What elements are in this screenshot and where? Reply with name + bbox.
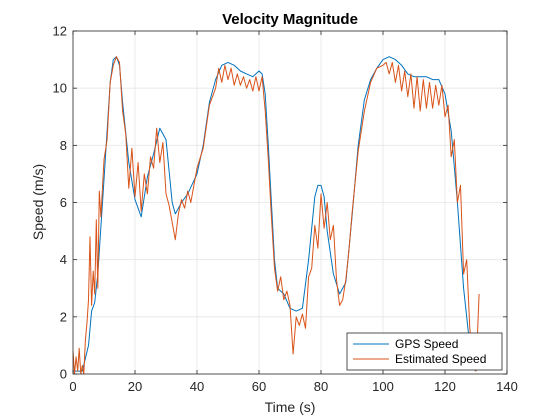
x-tick-label: 140 (496, 379, 518, 394)
grid (73, 31, 507, 374)
x-tick-label: 120 (434, 379, 456, 394)
y-tick-label: 10 (53, 81, 67, 96)
legend-label: GPS Speed (395, 337, 458, 351)
y-tick-label: 4 (60, 252, 67, 267)
x-tick-label: 0 (69, 379, 76, 394)
legend-box (346, 332, 503, 371)
series-line-gps-speed (73, 56, 477, 372)
y-tick-label: 12 (53, 24, 67, 39)
x-axis-label: Time (s) (265, 399, 316, 415)
y-tick-label: 2 (60, 309, 67, 324)
y-axis-label: Speed (m/s) (30, 164, 46, 240)
ticks: 0 20 40 60 80 100 120 140 0 2 4 6 8 10 12 (53, 24, 518, 395)
x-tick-label: 20 (128, 379, 142, 394)
legend-label: Estimated Speed (395, 352, 486, 366)
y-tick-label: 0 (60, 367, 67, 382)
plot-area: 0 20 40 60 80 100 120 140 0 2 4 6 8 10 12 (53, 24, 518, 395)
series-lines (73, 56, 480, 374)
x-tick-label: 60 (252, 379, 266, 394)
y-tick-label: 6 (60, 195, 67, 210)
x-tick-label: 100 (372, 379, 394, 394)
x-tick-label: 80 (314, 379, 328, 394)
chart-title: Velocity Magnitude (222, 11, 358, 28)
x-tick-label: 40 (190, 379, 204, 394)
y-tick-label: 8 (60, 138, 67, 153)
series-line-estimated-speed (73, 56, 480, 374)
